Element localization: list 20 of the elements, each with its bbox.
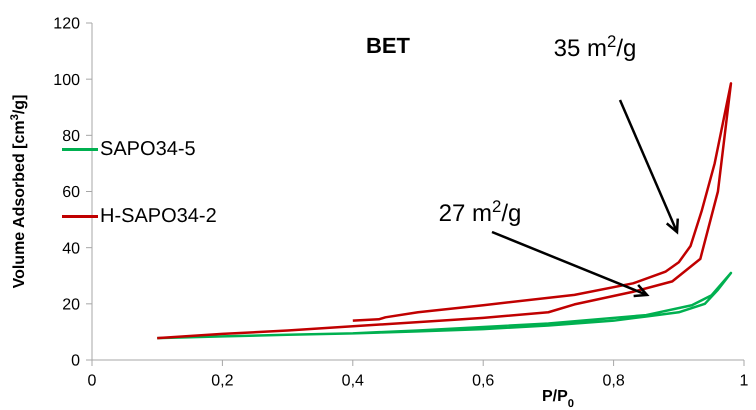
y-tick-label: 120 — [53, 16, 80, 33]
x-tick-label: 1 — [740, 372, 749, 390]
legend-label: SAPO34-5 — [100, 138, 196, 161]
legend-label: H-SAPO34-2 — [100, 205, 217, 228]
y-tick-label: 100 — [53, 72, 80, 89]
x-tick-label: 0,2 — [211, 372, 234, 390]
text: BET — [366, 33, 411, 58]
line-series — [156, 272, 732, 340]
x-tick-label: 0,8 — [602, 372, 625, 390]
x-tick-label: 0 — [88, 372, 97, 390]
annotation: 27 m$^{2}$/g — [438, 196, 522, 227]
x-tick-label: 0,6 — [472, 372, 494, 390]
y-tick-label: 0 — [71, 352, 80, 370]
y-tick-label: 80 — [62, 128, 80, 146]
x-axis-title: P/P$_{0}$ — [542, 388, 574, 410]
y-tick-label: 60 — [62, 184, 80, 202]
y-tick-label: 20 — [62, 296, 80, 314]
y-tick-label: 40 — [62, 240, 80, 258]
x-tick-label: 0,4 — [342, 372, 364, 390]
annotation: 35 m$^{2}$/g — [554, 32, 636, 62]
